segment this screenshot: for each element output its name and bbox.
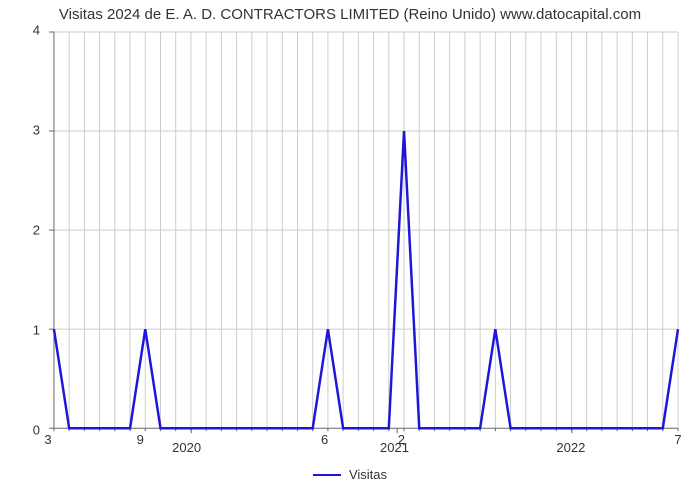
x-year-label: 2022 — [556, 440, 585, 455]
y-tick-label: 2 — [10, 223, 40, 238]
y-tick-label: 0 — [10, 423, 40, 438]
y-tick-label: 1 — [10, 323, 40, 338]
chart-title: Visitas 2024 de E. A. D. CONTRACTORS LIM… — [0, 6, 700, 23]
data-point-label: 2 — [398, 432, 405, 447]
data-point-label: 3 — [44, 432, 51, 447]
y-tick-label: 3 — [10, 123, 40, 138]
x-year-label: 2020 — [172, 440, 201, 455]
plot-area — [48, 30, 678, 450]
legend-label: Visitas — [349, 467, 387, 482]
visits-line-chart: Visitas 2024 de E. A. D. CONTRACTORS LIM… — [0, 0, 700, 500]
data-point-label: 9 — [137, 432, 144, 447]
y-tick-label: 4 — [10, 23, 40, 38]
data-point-label: 7 — [674, 432, 681, 447]
series-line — [54, 131, 678, 428]
legend-line-icon — [313, 474, 341, 476]
data-point-label: 6 — [321, 432, 328, 447]
chart-legend: Visitas — [0, 466, 700, 482]
